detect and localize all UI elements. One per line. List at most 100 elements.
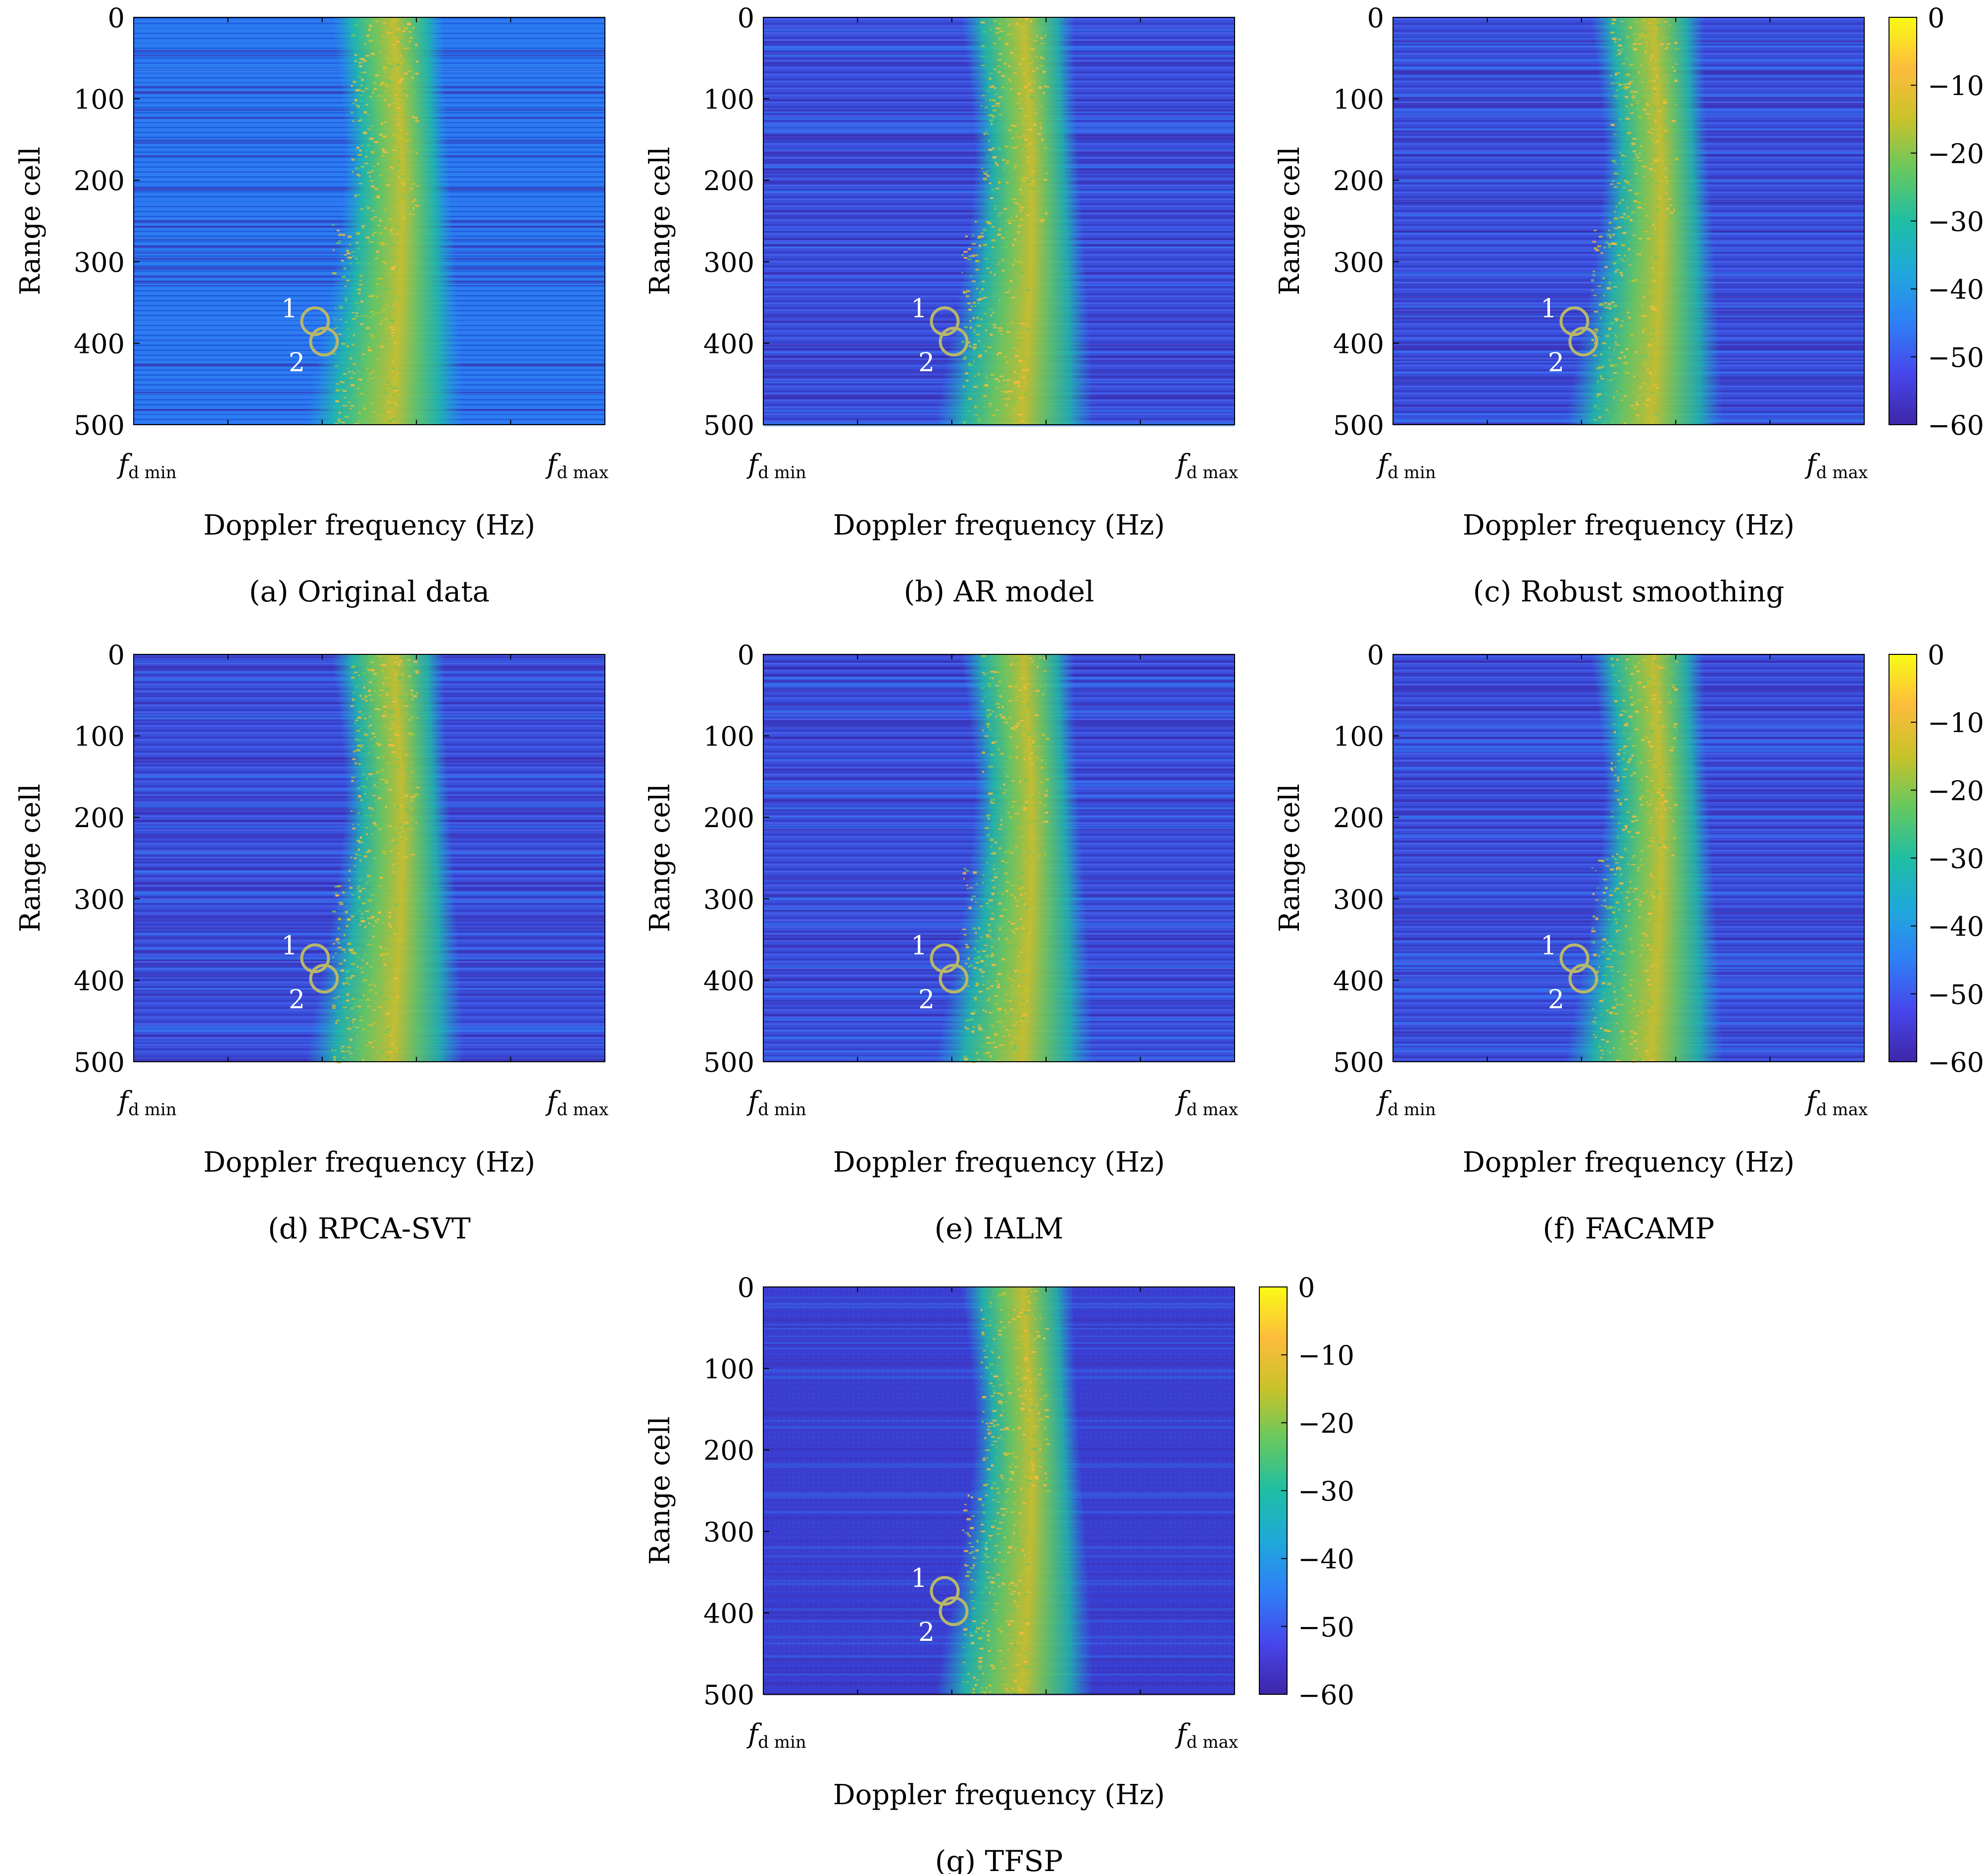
speckle	[983, 133, 986, 135]
speckle	[1009, 756, 1013, 758]
speckle	[1045, 1393, 1049, 1396]
speckle	[993, 852, 996, 855]
speckle	[363, 71, 366, 73]
speckle	[972, 331, 977, 333]
speckle	[366, 368, 369, 370]
speckle	[999, 704, 1003, 706]
speckle	[351, 318, 356, 320]
speckle	[990, 86, 994, 88]
speckle	[1661, 55, 1663, 58]
speckle	[1631, 96, 1636, 99]
speckle	[969, 308, 972, 311]
speckle	[1000, 752, 1004, 755]
speckle	[1016, 779, 1019, 782]
speckle	[1033, 1336, 1036, 1337]
speckle	[998, 28, 1001, 31]
speckle	[1010, 1511, 1015, 1513]
clutter-ridge-segment	[1593, 38, 1704, 49]
speckle	[1652, 963, 1655, 966]
speckle	[1007, 1035, 1011, 1036]
speckle	[970, 1546, 974, 1548]
speckle	[1614, 1028, 1616, 1029]
speckle	[1654, 120, 1657, 122]
speckle	[1038, 30, 1042, 33]
speckle	[396, 656, 400, 659]
speckle	[1032, 184, 1034, 186]
speckle	[1005, 1687, 1007, 1690]
speckle	[993, 117, 994, 118]
speckle	[372, 166, 376, 167]
speckle	[1659, 807, 1663, 809]
speckle	[991, 880, 994, 882]
speckle	[1616, 1060, 1620, 1061]
speckle	[1020, 713, 1023, 715]
speckle	[1035, 1448, 1038, 1450]
speckle	[1044, 789, 1048, 792]
speckle	[372, 234, 374, 237]
speckle	[380, 41, 383, 43]
speckle	[1000, 1034, 1005, 1036]
speckle	[988, 1631, 991, 1632]
speckle	[1012, 219, 1015, 222]
speckle	[1039, 792, 1041, 795]
speckle	[998, 1585, 1000, 1587]
speckle	[1606, 1030, 1611, 1033]
speckle	[334, 886, 338, 888]
speckle	[968, 363, 971, 365]
speckle	[1646, 369, 1649, 371]
speckle	[997, 1628, 1000, 1631]
speckle	[1640, 32, 1644, 35]
speckle	[395, 377, 399, 380]
speckle	[995, 1365, 999, 1366]
speckle	[1002, 1057, 1004, 1059]
speckle	[1011, 1687, 1014, 1690]
panel-caption: (g) TFSP	[935, 1844, 1063, 1874]
speckle	[1635, 1047, 1639, 1049]
speckle	[1603, 295, 1605, 296]
speckle	[1013, 932, 1015, 934]
speckle	[1004, 722, 1009, 724]
speckle	[1671, 746, 1675, 749]
speckle	[1022, 1666, 1026, 1667]
speckle	[1606, 941, 1609, 944]
speckle	[414, 204, 417, 206]
speckle	[385, 31, 389, 34]
speckle	[1028, 1409, 1032, 1411]
speckle	[365, 833, 368, 835]
speckle	[1036, 67, 1038, 70]
speckle	[1042, 218, 1045, 221]
speckle	[383, 66, 388, 69]
speckle	[1039, 835, 1042, 837]
speckle	[1604, 302, 1607, 304]
speckle	[405, 111, 408, 114]
speckle	[367, 114, 369, 115]
speckle	[1608, 906, 1613, 909]
speckle	[1640, 81, 1643, 83]
speckle	[392, 356, 395, 358]
speckle	[1646, 1054, 1650, 1056]
speckle	[390, 710, 394, 713]
speckle	[1626, 658, 1629, 661]
speckle	[1635, 820, 1639, 822]
speckle	[1040, 219, 1044, 222]
speckle	[1634, 249, 1638, 250]
speckle	[971, 1061, 976, 1063]
speckle	[1667, 694, 1670, 695]
speckle	[409, 690, 414, 691]
speckle	[369, 175, 371, 177]
speckle	[1593, 942, 1595, 944]
speckle	[362, 773, 365, 776]
speckle	[1007, 1382, 1010, 1384]
speckle	[1672, 687, 1675, 689]
speckle	[1646, 103, 1649, 105]
clutter-ridge-segment	[336, 251, 456, 262]
speckle	[380, 242, 385, 244]
speckle	[1609, 283, 1611, 285]
speckle	[334, 910, 336, 913]
speckle	[361, 698, 366, 700]
speckle	[996, 105, 1000, 107]
speckle	[1021, 1403, 1025, 1405]
clutter-ridge-segment	[1599, 78, 1705, 89]
speckle	[1007, 1623, 1011, 1626]
speckle	[990, 1350, 993, 1353]
